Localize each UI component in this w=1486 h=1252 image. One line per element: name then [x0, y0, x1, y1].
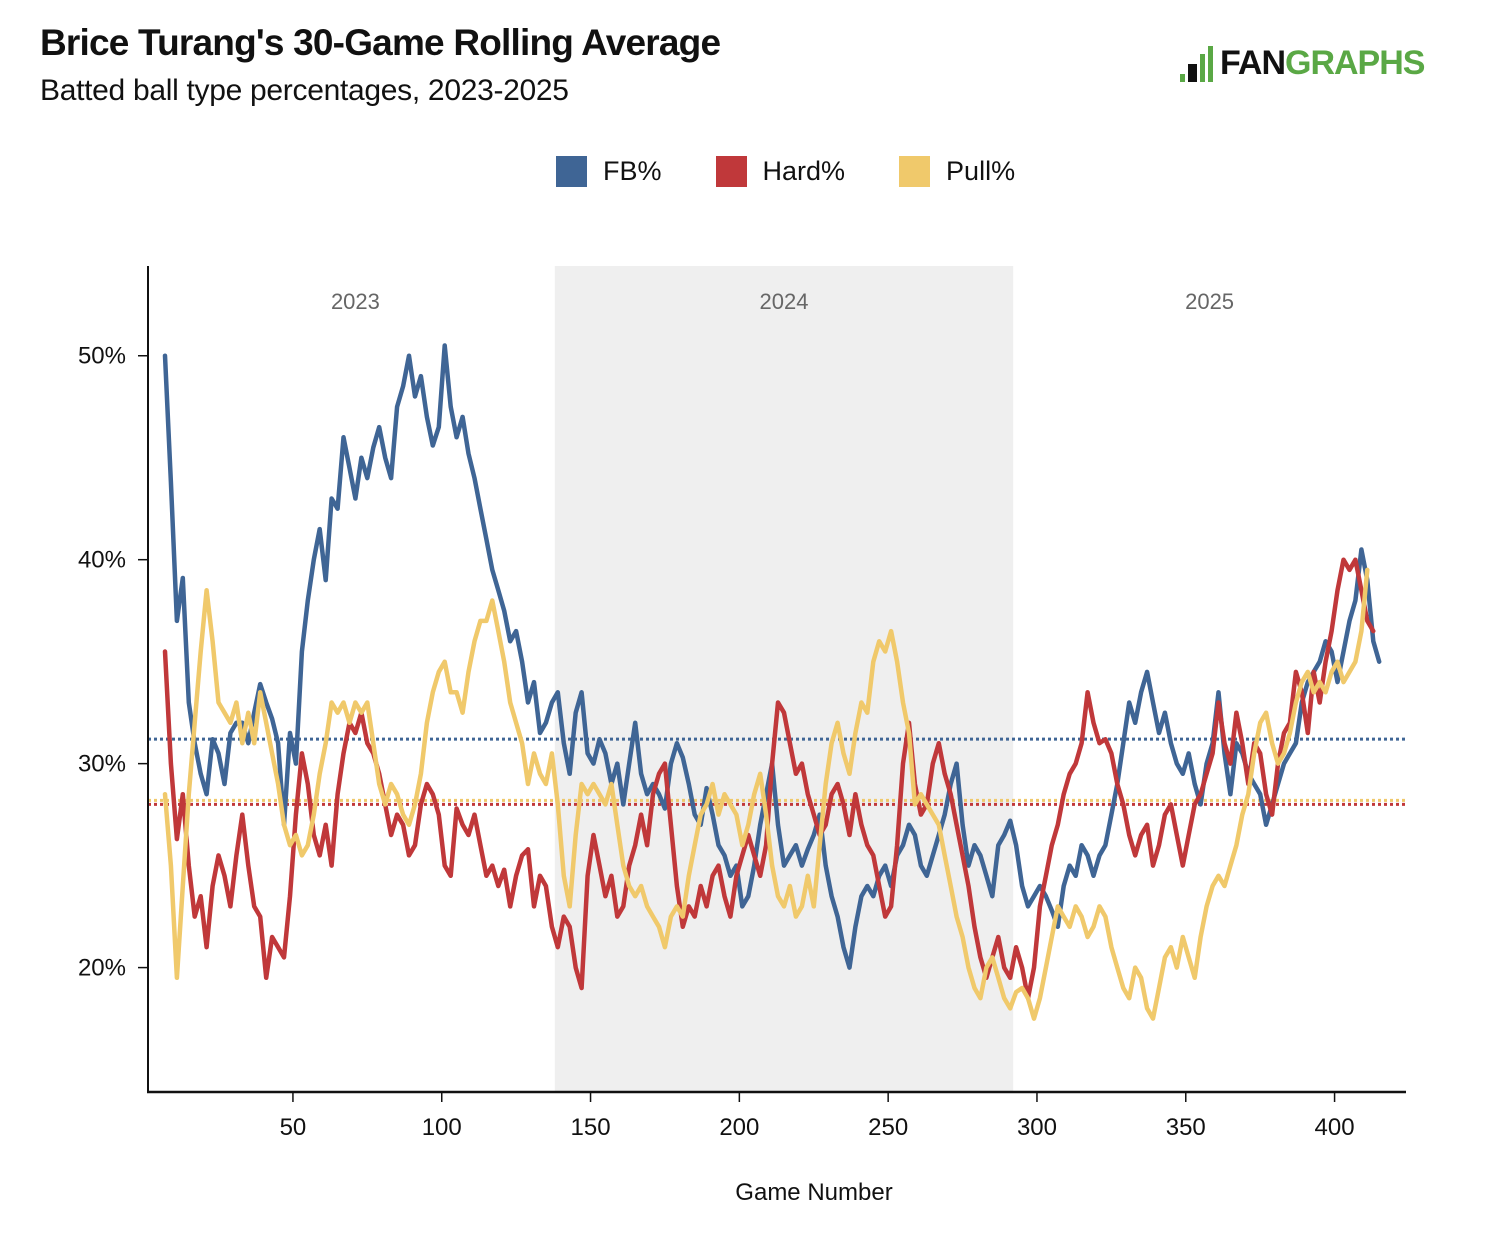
y-tick-label-30: 30%	[78, 751, 126, 778]
legend: FB% Hard% Pull%	[556, 156, 1069, 187]
legend-item-fb: FB%	[556, 156, 662, 187]
x-tick-label-250: 250	[868, 1114, 908, 1141]
x-tick-label-400: 400	[1315, 1114, 1355, 1141]
year-label-2025: 2025	[1185, 289, 1234, 314]
logo-text-fan: FAN	[1220, 44, 1286, 82]
year-label-2024: 2024	[760, 289, 809, 314]
x-tick-label-200: 200	[719, 1114, 759, 1141]
legend-label-pull: Pull%	[946, 156, 1016, 186]
x-tick-label-50: 50	[280, 1114, 307, 1141]
series-line-hard	[162, 557, 1376, 1001]
y-tick-label-20: 20%	[78, 955, 126, 982]
x-axis-title: Game Number	[735, 1179, 892, 1206]
x-tick-label-100: 100	[422, 1114, 462, 1141]
legend-item-pull: Pull%	[899, 156, 1015, 187]
batter-silhouette-icon	[1180, 44, 1216, 82]
x-tick-label-300: 300	[1017, 1114, 1057, 1141]
logo-text-graphs: GRAPHS	[1285, 44, 1425, 82]
season-band-2024	[554, 266, 1014, 1092]
x-tick-label-350: 350	[1166, 1114, 1206, 1141]
legend-swatch-hard	[715, 156, 747, 187]
series-line-pull	[162, 567, 1370, 1021]
chart-subtitle: Batted ball type percentages, 2023-2025	[40, 74, 569, 107]
legend-label-hard: Hard%	[762, 156, 846, 186]
y-tick-label-40: 40%	[78, 547, 126, 574]
x-tick-label-150: 150	[571, 1114, 611, 1141]
chart-title: Brice Turang's 30-Game Rolling Average	[40, 22, 721, 63]
legend-swatch-fb	[556, 156, 587, 187]
legend-label-fb: FB%	[603, 156, 662, 186]
legend-item-hard: Hard%	[715, 156, 846, 187]
y-tick-label-50: 50%	[78, 343, 126, 370]
legend-swatch-pull	[899, 156, 931, 187]
fangraphs-logo: FAN GRAPHS	[1180, 38, 1425, 82]
year-label-2023: 2023	[331, 289, 380, 314]
